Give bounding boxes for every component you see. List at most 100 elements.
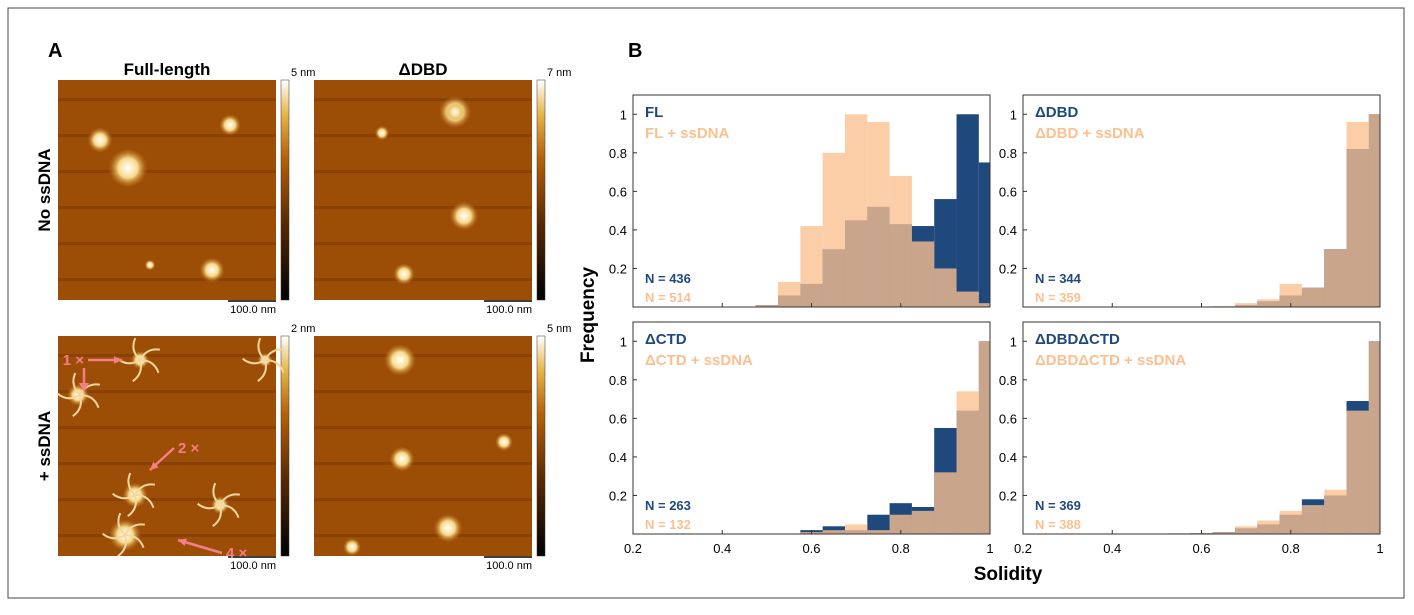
y-tick-label: 0.4 xyxy=(999,450,1017,465)
x-tick-label: 1 xyxy=(986,541,993,556)
column-title: ΔDBD xyxy=(398,60,447,79)
afm-scanline xyxy=(314,242,532,245)
afm-scanline xyxy=(58,278,276,281)
x-tick-label: 0.8 xyxy=(1282,541,1300,556)
histogram-bar xyxy=(1346,121,1369,307)
x-tick-label: 0.4 xyxy=(1103,541,1121,556)
afm-particle xyxy=(433,513,463,543)
histogram-bar xyxy=(755,305,779,307)
colorbar-label: 2 nm xyxy=(291,323,315,335)
afm-scanline xyxy=(314,498,532,501)
ssdna-strand xyxy=(264,359,285,374)
y-tick-label: 0.6 xyxy=(999,184,1017,199)
ssdna-strand xyxy=(134,483,155,496)
histogram-bar xyxy=(844,524,868,534)
ssdna-strand xyxy=(134,494,155,509)
y-tick-label: 1 xyxy=(1010,107,1017,122)
legend-entry: FL + ssDNA xyxy=(645,125,729,142)
colorbar-label: 5 nm xyxy=(291,67,315,79)
histogram-bar xyxy=(1301,287,1325,307)
afm-scanline xyxy=(314,206,532,209)
histogram-bar xyxy=(1279,510,1302,534)
histogram-bar xyxy=(1257,520,1280,534)
histogram-bar xyxy=(822,152,845,307)
colorbar xyxy=(536,335,546,557)
histogram-bar xyxy=(956,291,979,307)
histogram-bar xyxy=(911,241,935,307)
ssdna-strand xyxy=(197,502,221,510)
y-axis-label: Frequency xyxy=(578,267,599,364)
arrow-head xyxy=(178,538,187,547)
plot-area xyxy=(1168,341,1380,534)
afm-particle xyxy=(389,446,415,472)
ssdna-strand xyxy=(79,383,100,396)
ssdna-strand xyxy=(72,372,81,396)
legend-entry: ΔCTD xyxy=(645,331,687,348)
afm-image xyxy=(314,80,532,300)
ssdna-strand xyxy=(102,532,126,540)
ssdna-strand xyxy=(139,359,160,374)
y-tick-label: 0.4 xyxy=(999,223,1017,238)
colorbar-label: 7 nm xyxy=(547,67,571,79)
scale-bar-label: 100.0 nm xyxy=(230,304,276,316)
ssdna-strand xyxy=(72,394,82,418)
ssdna-strand xyxy=(117,512,126,536)
sample-size: N = 359 xyxy=(1035,290,1081,305)
arrow-head xyxy=(79,383,89,392)
histogram-bar xyxy=(978,303,990,307)
afm-scanline xyxy=(314,354,532,357)
afm-scanline xyxy=(314,462,532,465)
ssdna-strand xyxy=(124,534,145,549)
y-tick-label: 0.8 xyxy=(999,373,1017,388)
sample-size: N = 514 xyxy=(645,290,692,305)
row-title: + ssDNA xyxy=(35,411,54,481)
x-tick-label: 0.4 xyxy=(713,541,731,556)
y-tick-label: 0.6 xyxy=(609,184,627,199)
afm-image xyxy=(58,336,276,556)
ssdna-strand xyxy=(139,348,160,361)
y-tick-label: 0.8 xyxy=(999,146,1017,161)
histogram-bar xyxy=(867,530,890,534)
legend-entry: ΔDBDΔCTD xyxy=(1035,331,1120,348)
sample-size: N = 369 xyxy=(1035,498,1081,513)
y-tick-label: 1 xyxy=(620,107,627,122)
x-tick-label: 0.6 xyxy=(802,541,820,556)
afm-scanline xyxy=(58,390,276,393)
histogram-bar xyxy=(934,472,957,534)
ssdna-strand xyxy=(264,348,285,361)
ssdna-strand xyxy=(212,504,222,528)
scale-bar-label: 100.0 nm xyxy=(486,560,532,572)
afm-particle xyxy=(446,103,464,121)
histogram-bar xyxy=(822,530,845,534)
histogram-bar xyxy=(1257,299,1280,307)
histogram-bar xyxy=(1346,410,1369,534)
histogram-bar xyxy=(867,121,890,307)
afm-particle xyxy=(87,127,113,153)
ssdna-strand xyxy=(132,359,142,383)
afm-image xyxy=(58,80,276,300)
y-tick-label: 0.4 xyxy=(609,223,627,238)
afm-image xyxy=(314,336,532,556)
annotation: 1 × xyxy=(63,352,85,369)
ssdna-strand xyxy=(219,493,240,506)
histogram-bar xyxy=(1234,303,1258,307)
panel-label: A xyxy=(48,40,62,62)
legend-entry: ΔDBDΔCTD + ssDNA xyxy=(1035,352,1186,369)
afm-particle xyxy=(374,125,390,141)
y-tick-label: 0.2 xyxy=(999,488,1017,503)
histogram-bar xyxy=(844,114,868,307)
histogram-bar xyxy=(1234,526,1258,534)
ssdna-strand xyxy=(212,482,221,506)
afm-particle xyxy=(495,433,513,451)
histogram-bar xyxy=(1212,532,1235,534)
histogram-bar xyxy=(1324,489,1347,534)
row-title: No ssDNA xyxy=(35,148,54,231)
ssdna-strand xyxy=(117,534,127,558)
ssdna-strand xyxy=(112,492,136,500)
afm-particle xyxy=(219,114,241,136)
afm-particle xyxy=(144,259,156,271)
histogram-bar xyxy=(867,514,890,534)
scale-bar-label: 100.0 nm xyxy=(486,304,532,316)
ssdna-strand xyxy=(57,392,81,400)
